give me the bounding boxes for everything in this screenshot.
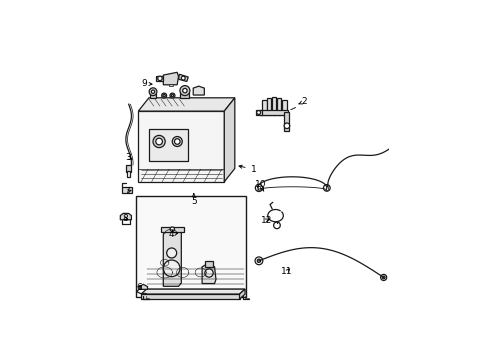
- Text: 2: 2: [298, 97, 307, 106]
- Circle shape: [149, 88, 157, 96]
- Circle shape: [172, 136, 182, 147]
- Circle shape: [256, 111, 260, 114]
- Text: 4: 4: [168, 230, 177, 239]
- Circle shape: [382, 276, 384, 279]
- Text: 1: 1: [239, 165, 256, 174]
- Polygon shape: [161, 227, 183, 232]
- Polygon shape: [202, 263, 216, 284]
- Circle shape: [257, 259, 260, 262]
- Circle shape: [151, 90, 154, 93]
- Circle shape: [166, 248, 176, 258]
- Circle shape: [163, 260, 180, 277]
- Circle shape: [156, 138, 162, 145]
- Text: 10: 10: [254, 180, 265, 191]
- Polygon shape: [163, 231, 181, 286]
- Bar: [122, 187, 132, 193]
- Polygon shape: [261, 100, 266, 115]
- Polygon shape: [141, 294, 239, 299]
- Circle shape: [255, 257, 262, 265]
- Polygon shape: [193, 86, 204, 95]
- Polygon shape: [224, 98, 234, 182]
- Circle shape: [323, 185, 329, 191]
- Bar: [180, 93, 189, 98]
- Circle shape: [273, 222, 280, 229]
- Circle shape: [174, 139, 180, 144]
- Polygon shape: [239, 289, 244, 299]
- Text: 11: 11: [280, 267, 292, 276]
- Text: 7: 7: [124, 187, 131, 196]
- Bar: [325, 186, 327, 190]
- Text: 12: 12: [261, 216, 272, 225]
- Polygon shape: [266, 98, 270, 115]
- Bar: [127, 171, 130, 177]
- Bar: [168, 84, 172, 86]
- Polygon shape: [204, 261, 213, 267]
- Circle shape: [170, 93, 175, 98]
- Circle shape: [181, 76, 185, 80]
- Circle shape: [180, 86, 189, 96]
- Circle shape: [284, 123, 289, 129]
- Polygon shape: [276, 98, 281, 115]
- Circle shape: [380, 274, 386, 280]
- Circle shape: [204, 269, 213, 277]
- Polygon shape: [156, 76, 163, 81]
- Circle shape: [183, 89, 187, 93]
- Polygon shape: [141, 289, 244, 294]
- Text: 8: 8: [122, 214, 128, 223]
- Polygon shape: [138, 111, 224, 182]
- Polygon shape: [284, 112, 289, 131]
- Bar: [257, 186, 260, 190]
- Polygon shape: [120, 213, 131, 220]
- Circle shape: [171, 94, 173, 97]
- Circle shape: [163, 94, 165, 97]
- Circle shape: [153, 135, 165, 148]
- Text: 6: 6: [136, 283, 142, 292]
- Polygon shape: [271, 97, 276, 115]
- Text: 3: 3: [125, 153, 132, 162]
- Polygon shape: [139, 284, 147, 289]
- Bar: [125, 165, 131, 172]
- Polygon shape: [260, 110, 288, 115]
- Polygon shape: [149, 129, 188, 161]
- Bar: [136, 196, 245, 297]
- Circle shape: [170, 227, 174, 231]
- Polygon shape: [281, 100, 286, 115]
- Text: 5: 5: [190, 194, 196, 206]
- Polygon shape: [255, 110, 261, 115]
- Circle shape: [158, 76, 162, 81]
- Circle shape: [162, 93, 166, 98]
- Polygon shape: [163, 72, 178, 85]
- Polygon shape: [138, 98, 234, 111]
- Text: 9: 9: [142, 79, 152, 88]
- Polygon shape: [178, 74, 188, 81]
- Bar: [149, 94, 156, 98]
- Circle shape: [255, 184, 262, 192]
